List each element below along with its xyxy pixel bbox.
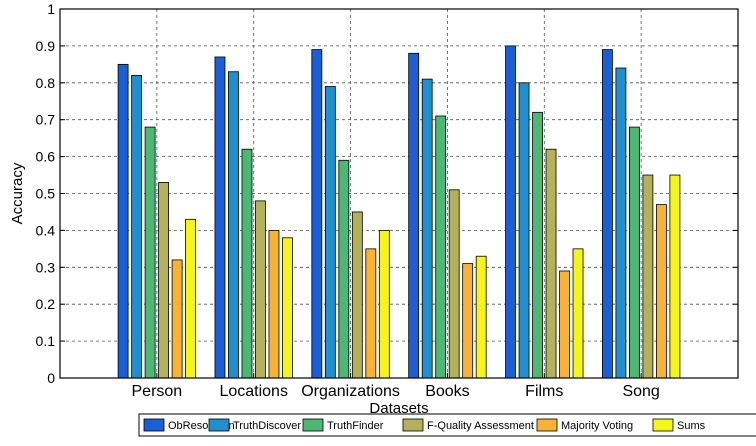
y-axis-ticks: 0 0.1 0.2 0.3 0.4 0.5 0.6 0.7 0.8 0.9 1 <box>36 1 738 386</box>
y-tick-label: 0.2 <box>36 296 56 312</box>
x-tick-label: Organizations <box>301 383 400 400</box>
y-tick-label: 0.1 <box>36 333 56 349</box>
y-axis-title: Accuracy <box>9 162 26 224</box>
legend-box <box>138 413 756 437</box>
bar-truthdiscover-locations <box>228 71 239 379</box>
x-tick-label: Person <box>132 383 183 400</box>
bar-truthdiscover-organizations <box>324 86 336 379</box>
y-tick-label: 0.9 <box>36 38 56 54</box>
y-tick-label: 0.5 <box>36 186 56 202</box>
bar-truthdiscover-films <box>518 82 530 379</box>
bar-obresolution-song <box>601 49 613 379</box>
bar-majority-voting-books <box>462 263 474 379</box>
bar-sums-person <box>185 218 197 379</box>
legend-swatch <box>143 418 165 432</box>
x-tick-label: Books <box>425 383 469 400</box>
bar-truthdiscover-person <box>131 75 143 379</box>
x-axis-title: Datasets <box>369 400 428 417</box>
x-axis-ticks: Person Locations Organizations Books Films So… <box>132 373 660 400</box>
bar-truthfinder-locations <box>241 148 253 379</box>
legend-label: F-Quality Assessment <box>427 420 534 432</box>
bar-obresolution-films <box>505 45 516 379</box>
legend-swatch <box>536 418 558 432</box>
bar-sums-organizations <box>378 229 390 379</box>
bar-sums-films <box>572 248 584 379</box>
bar-truthfinder-song <box>628 126 640 379</box>
y-tick-label: 0.7 <box>36 112 56 128</box>
y-tick-label: 0.3 <box>36 259 56 275</box>
legend-swatch <box>302 418 324 432</box>
y-tick-label: 0.8 <box>36 75 56 91</box>
bar-truthdiscover-books <box>421 78 433 379</box>
bar-truthfinder-films <box>532 111 543 379</box>
bar-obresolution-books <box>408 52 420 379</box>
bar-f-quality-assessment-person <box>158 182 170 379</box>
legend-label: Sums <box>677 420 706 432</box>
x-tick-label: Song <box>622 383 659 400</box>
legend-label: TruthDiscover <box>233 420 301 432</box>
bar-truthfinder-person <box>144 126 156 379</box>
bar-truthdiscover-song <box>615 67 627 379</box>
bar-f-quality-assessment-locations <box>255 200 266 379</box>
bar-f-quality-assessment-organizations <box>351 211 363 379</box>
bar-truthfinder-books <box>435 115 447 379</box>
bar-f-quality-assessment-books <box>448 189 460 379</box>
legend-label: TruthFinder <box>327 420 384 432</box>
y-tick-label: 0.4 <box>36 222 56 238</box>
bar-sums-song <box>669 174 681 379</box>
bar-truthfinder-organizations <box>338 159 350 379</box>
bar-obresolution-person <box>117 63 129 379</box>
legend-swatch <box>208 418 230 432</box>
y-tick-label: 0.6 <box>36 149 56 165</box>
legend-label: Majority Voting <box>561 420 633 432</box>
y-tick-label: 1 <box>47 1 55 17</box>
x-tick-label: Films <box>525 383 563 400</box>
bar-majority-voting-person <box>171 259 183 379</box>
bar-majority-voting-song <box>655 204 667 379</box>
bar-sums-books <box>475 255 487 379</box>
bar-sums-locations <box>282 237 293 379</box>
bar-majority-voting-organizations <box>365 248 377 379</box>
bar-f-quality-assessment-song <box>642 174 654 379</box>
bar-majority-voting-locations <box>268 229 280 379</box>
x-tick-label: Locations <box>219 383 288 400</box>
legend-swatch <box>402 418 424 432</box>
legend-swatch <box>652 418 674 432</box>
y-tick-label: 0 <box>47 370 55 386</box>
bar-f-quality-assessment-films <box>545 148 557 379</box>
bar-obresolution-organizations <box>311 49 323 379</box>
bars <box>117 45 681 379</box>
bar-obresolution-locations <box>214 56 226 379</box>
bar-majority-voting-films <box>559 270 570 379</box>
